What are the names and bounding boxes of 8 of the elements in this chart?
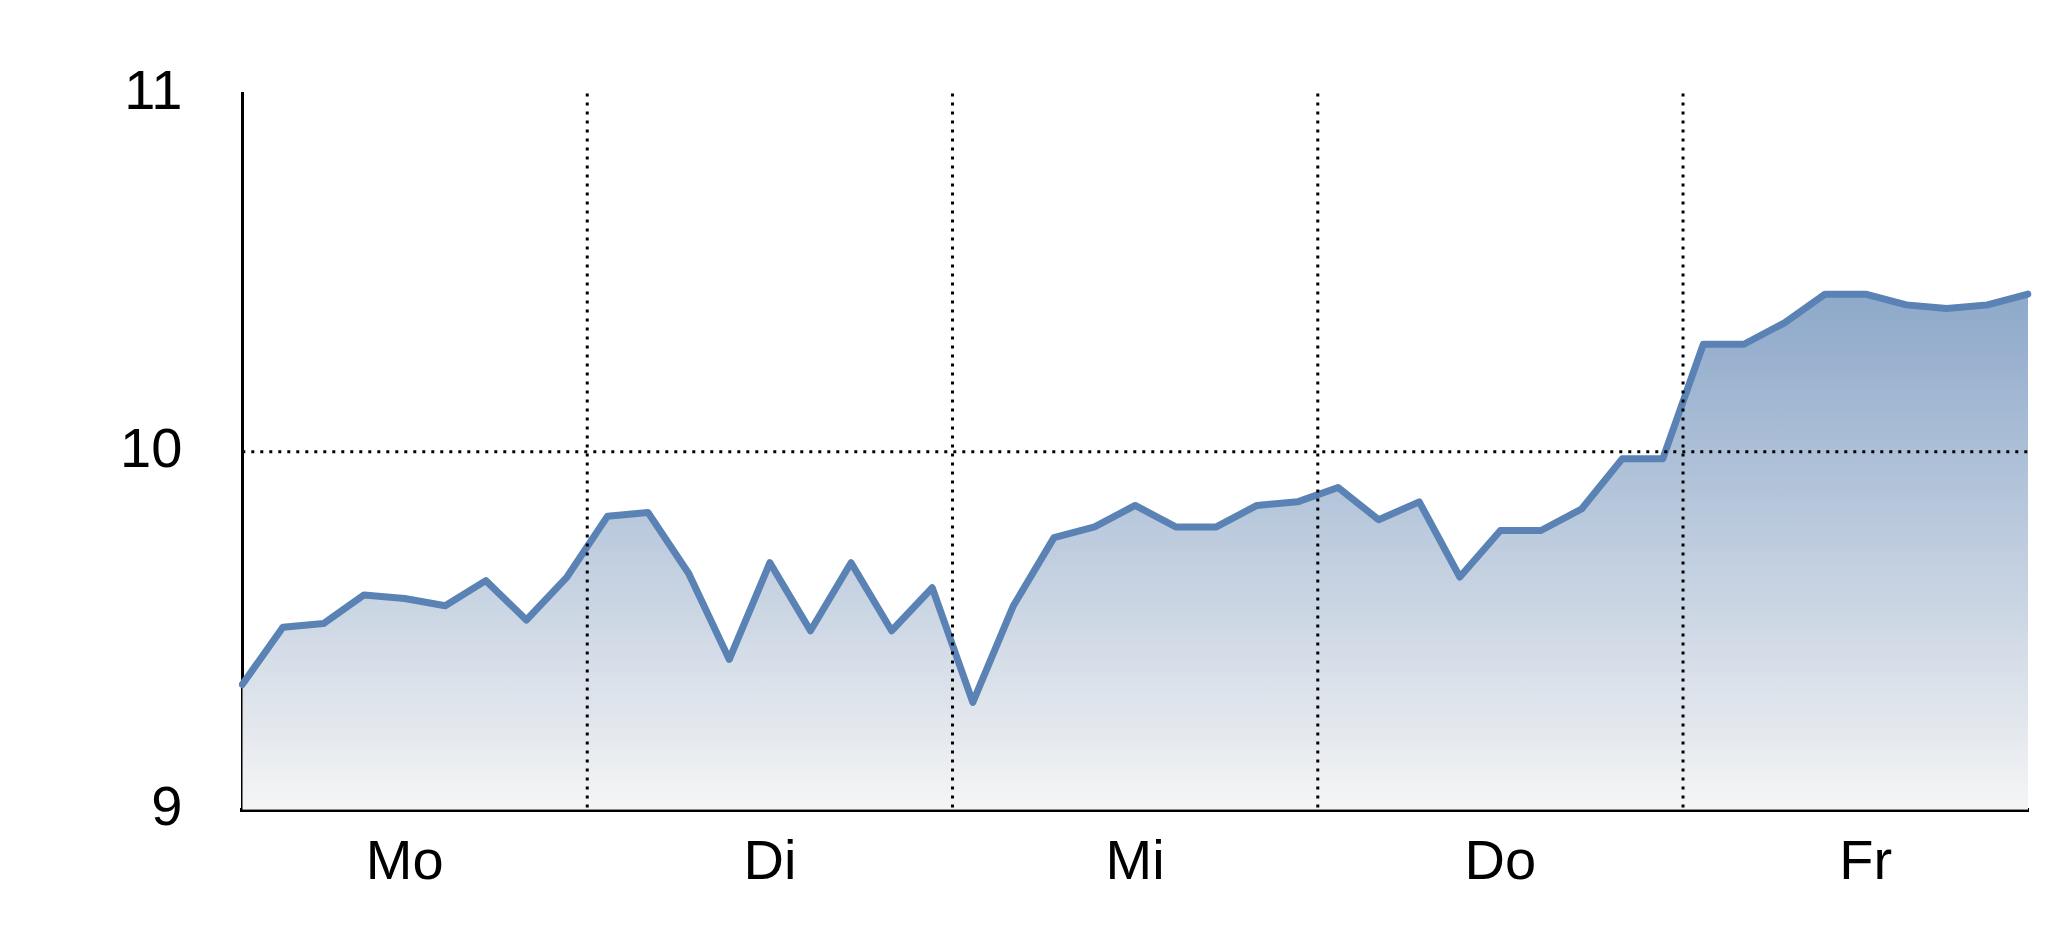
x-tick-label: Fr — [1839, 827, 1893, 891]
x-tick-label: Di — [743, 827, 797, 891]
x-tick-label: Mi — [1105, 827, 1165, 891]
y-tick-label: 9 — [151, 774, 183, 838]
x-tick-label: Mo — [365, 827, 444, 891]
x-tick-label: Do — [1464, 827, 1537, 891]
y-tick-label: 10 — [119, 416, 183, 480]
y-tick-label: 11 — [124, 58, 183, 122]
